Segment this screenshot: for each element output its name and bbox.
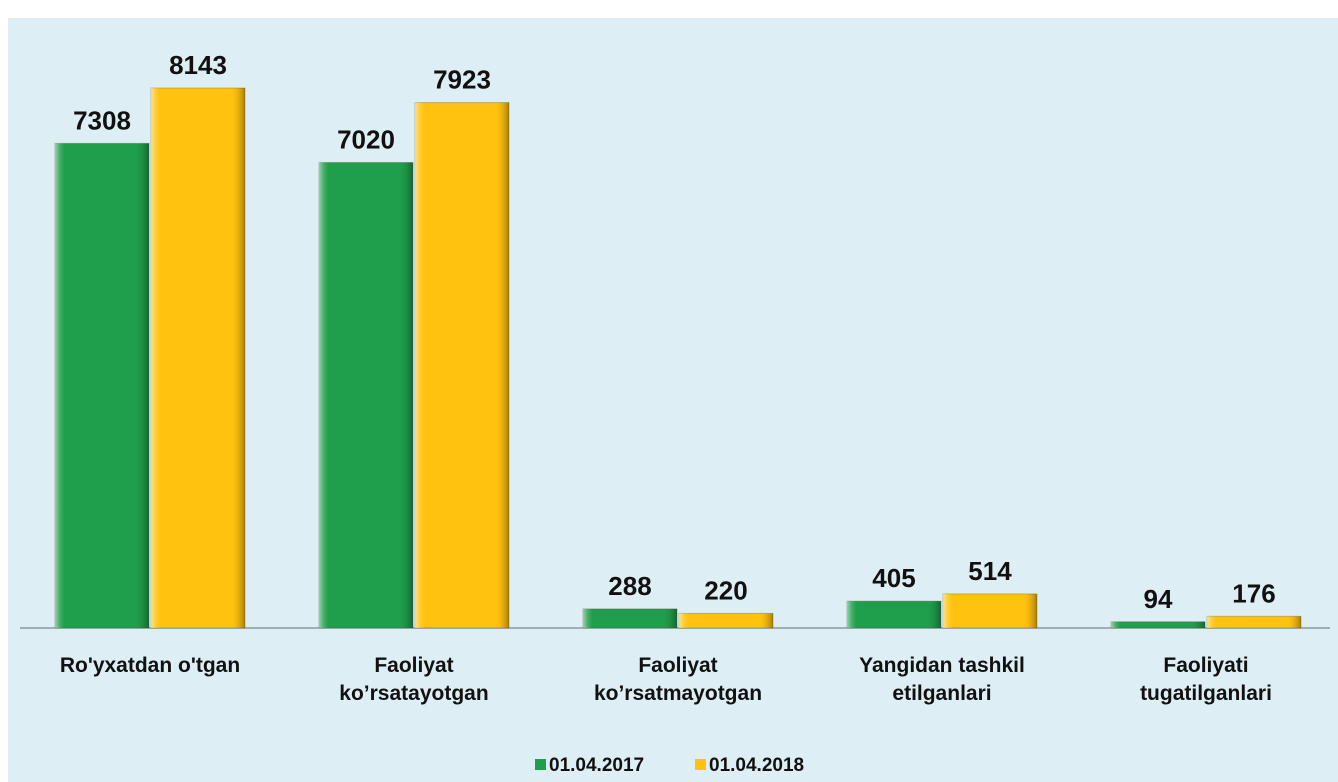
legend-label: 01.04.2018 [709,755,804,776]
legend-swatch [695,759,706,770]
value-label: 176 [1232,578,1275,608]
bar-shade [943,593,1037,628]
value-label: 7020 [337,124,395,154]
bar-shade [151,88,245,628]
value-label: 220 [704,575,747,605]
bar-shade [1111,621,1205,628]
value-label: 94 [1144,584,1173,614]
bar-shade [415,102,509,628]
bar-shade [583,608,677,628]
bar-shade [1207,616,1301,628]
x-tick-label: Faoliyat ko’rsatayotgan [339,654,489,705]
x-tick-label: Faoliyati tugatilganlari [1140,654,1272,705]
bar-shade [679,613,773,628]
value-label: 288 [608,571,651,601]
value-label: 7308 [73,105,131,135]
value-label: 405 [872,563,915,593]
x-tick-label: Yangidan tashkil etilganlari [859,654,1025,705]
x-tick-label: Faoliyat ko’rsatmayotgan [593,654,763,705]
bar-shade [55,143,149,628]
bar-shade [319,162,413,629]
x-tick-label: Ro'yxatdan o'tgan [59,654,241,677]
legend-swatch [535,759,546,770]
value-label: 514 [968,556,1012,586]
bar-shade [847,601,941,628]
value-label: 7923 [433,65,491,95]
value-label: 8143 [169,50,227,80]
legend-label: 01.04.2017 [549,755,644,776]
